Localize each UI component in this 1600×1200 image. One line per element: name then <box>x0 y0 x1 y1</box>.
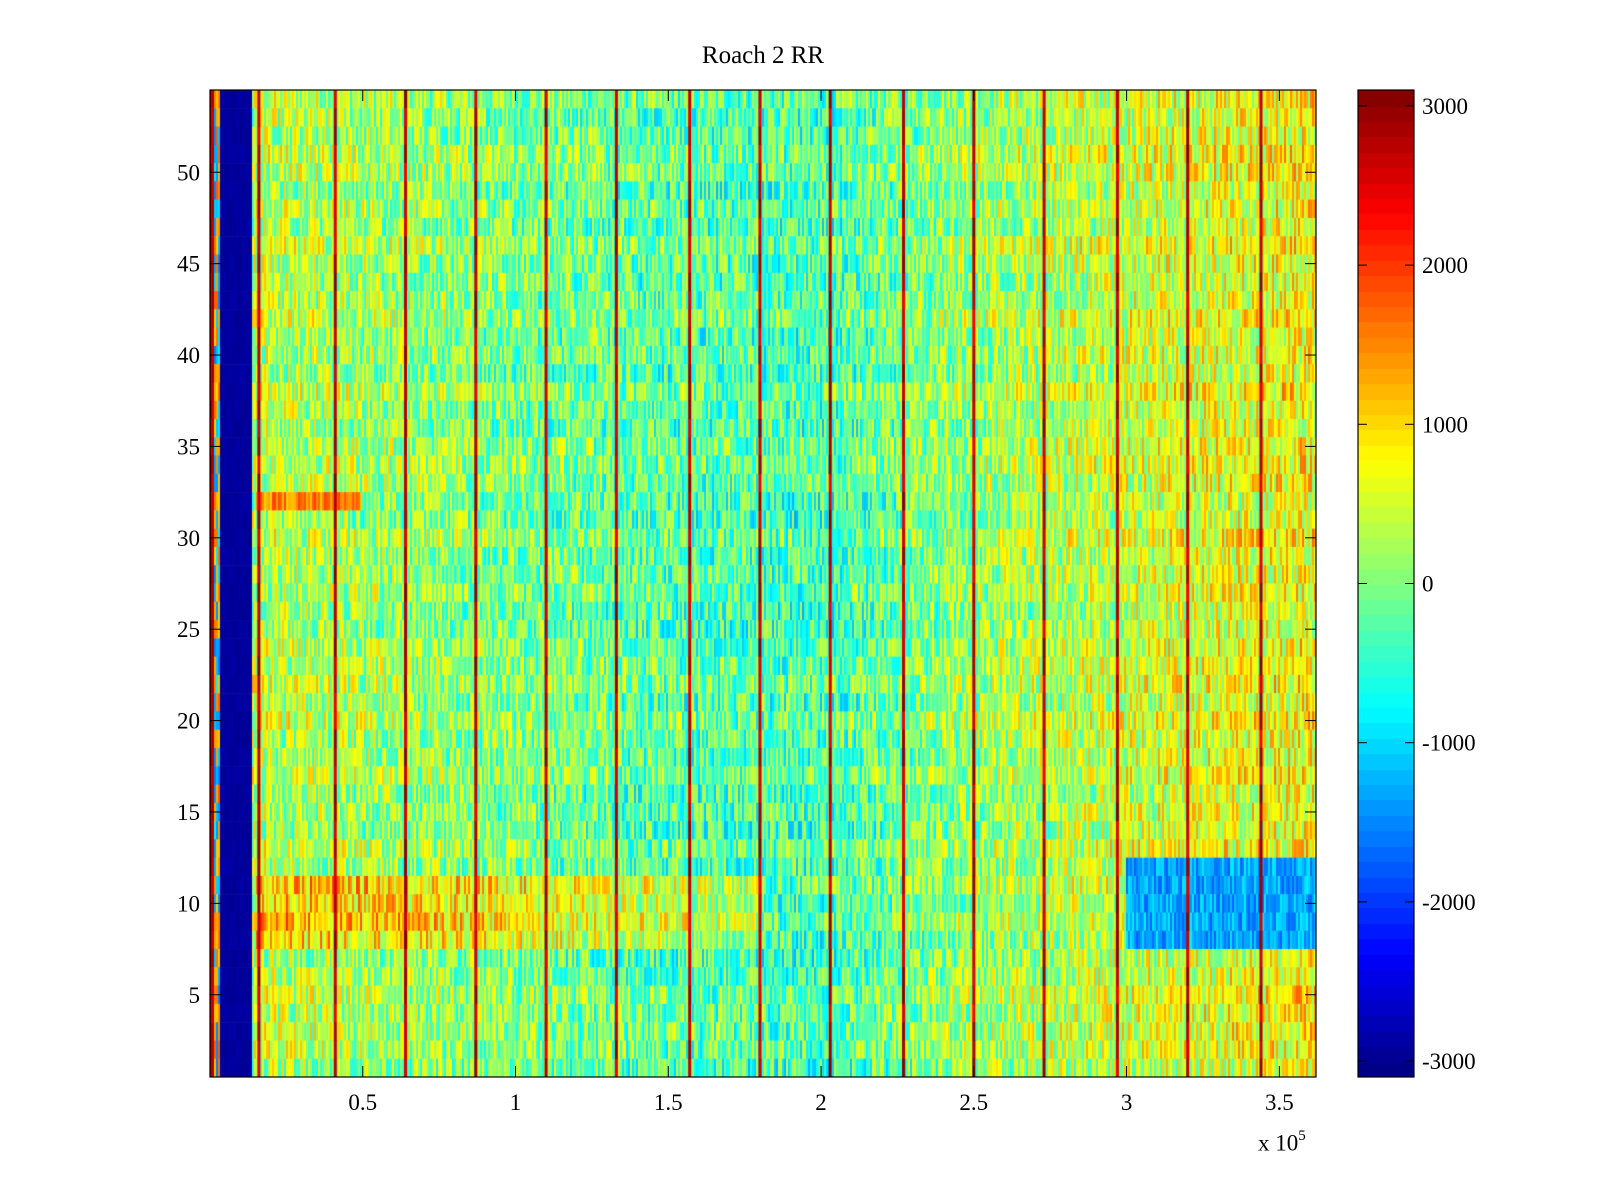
x-tick-label: 3.5 <box>1265 1090 1294 1115</box>
heatmap-image <box>210 90 1316 1077</box>
x-tick-label: 2.5 <box>959 1090 988 1115</box>
colorbar-tick-label: -3000 <box>1422 1049 1476 1074</box>
y-tick-label: 30 <box>177 526 200 551</box>
colorbar-tick-label: -1000 <box>1422 731 1476 756</box>
x-tick-label: 2 <box>815 1090 827 1115</box>
y-tick-label: 15 <box>177 800 200 825</box>
colorbar-gradient <box>1358 90 1414 1077</box>
chart-title: Roach 2 RR <box>701 42 825 69</box>
y-tick-label: 5 <box>189 983 201 1008</box>
x-tick-label: 0.5 <box>348 1090 377 1115</box>
y-tick-label: 20 <box>177 709 200 734</box>
y-tick-label: 50 <box>177 160 200 185</box>
y-tick-label: 40 <box>177 343 200 368</box>
y-tick-label: 25 <box>177 617 200 642</box>
x-tick-label: 3 <box>1121 1090 1133 1115</box>
x-tick-label: 1 <box>510 1090 522 1115</box>
x-multiplier-exponent: 5 <box>1298 1128 1306 1144</box>
y-tick-label: 45 <box>177 252 200 277</box>
colorbar-tick-label: -2000 <box>1422 890 1476 915</box>
colorbar-tick-label: 2000 <box>1422 253 1468 278</box>
x-multiplier-prefix: x 10 <box>1258 1130 1299 1156</box>
colorbar-tick-label: 0 <box>1422 572 1434 597</box>
plot-frame <box>209 89 1317 1078</box>
x-axis-multiplier: x 105 <box>1258 1128 1306 1157</box>
y-tick-label: 35 <box>177 434 200 459</box>
colorbar-tick-label: 1000 <box>1422 412 1468 437</box>
x-tick-label: 1.5 <box>654 1090 683 1115</box>
y-tick-label: 10 <box>177 891 200 916</box>
colorbar-tick-label: 3000 <box>1422 94 1468 119</box>
